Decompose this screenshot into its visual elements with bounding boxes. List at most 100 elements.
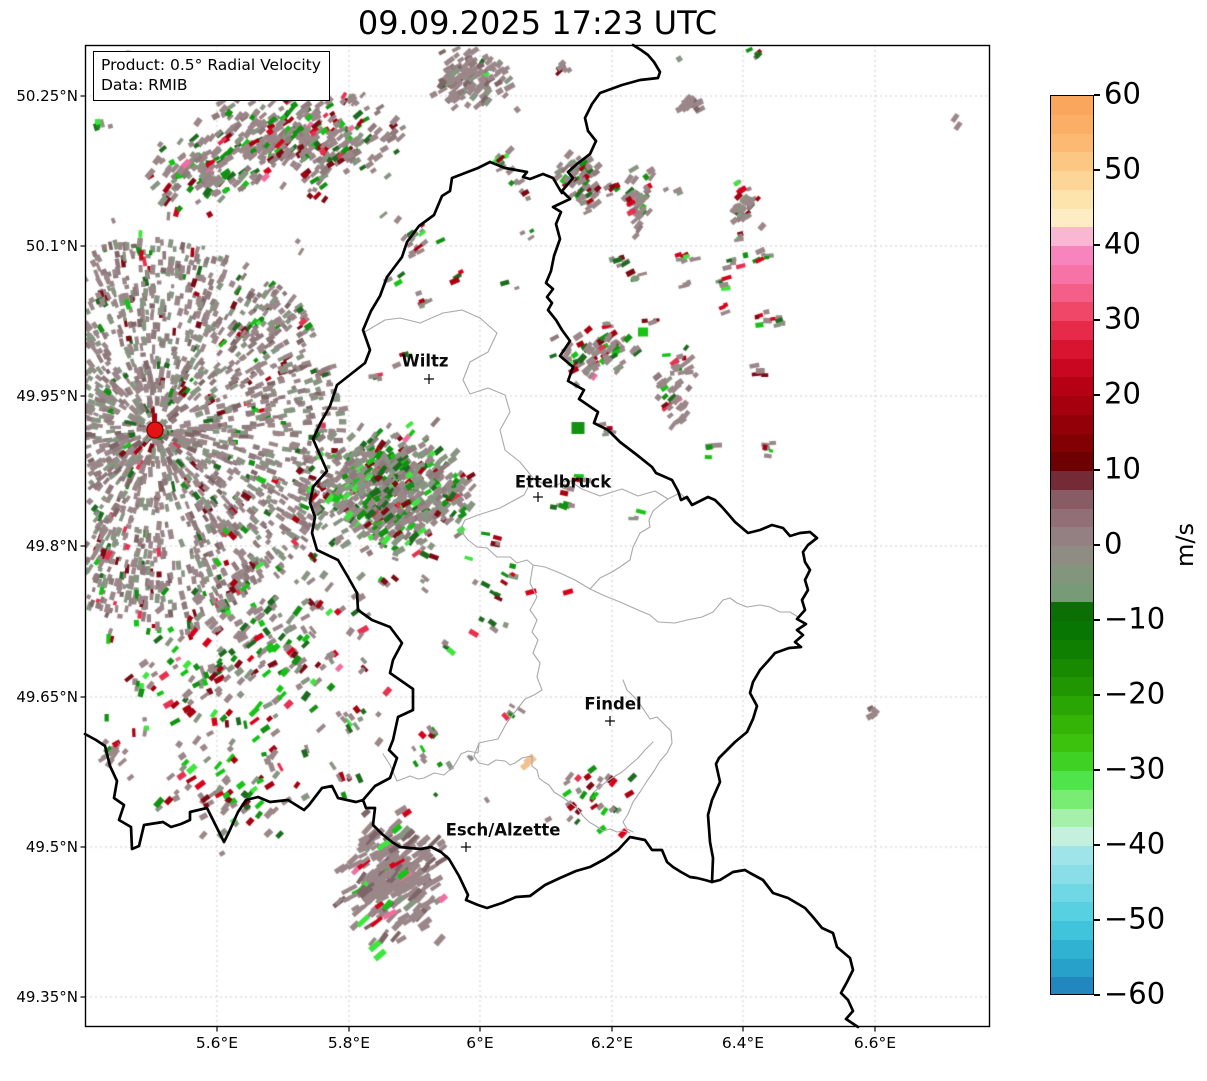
colorbar-band	[1051, 846, 1093, 865]
data-source-line: Data: RMIB	[101, 76, 188, 95]
colorbar-tick-label: 10	[1104, 451, 1141, 486]
city-label-wiltz: Wiltz	[401, 351, 449, 371]
colorbar-band	[1051, 114, 1093, 134]
x-tick-label: 5.6°E	[195, 1034, 239, 1052]
y-tick-label: 50.25°N	[16, 87, 78, 105]
colorbar-band	[1051, 733, 1093, 753]
y-tick-label: 49.35°N	[16, 988, 78, 1006]
colorbar-band	[1051, 321, 1093, 340]
colorbar-band	[1051, 546, 1093, 565]
colorbar-band	[1051, 808, 1093, 828]
colorbar-tick-mark	[1094, 244, 1100, 246]
colorbar-band	[1051, 977, 1093, 994]
colorbar-tick-mark	[1094, 544, 1100, 546]
colorbar-tick-label: −60	[1104, 976, 1166, 1011]
colorbar-band	[1051, 96, 1093, 115]
x-tick-label: 6°E	[466, 1034, 494, 1052]
colorbar-band	[1051, 921, 1093, 940]
colorbar-band	[1051, 377, 1093, 396]
colorbar-tick-label: −40	[1104, 826, 1166, 861]
colorbar-tick-mark	[1094, 94, 1100, 96]
colorbar-tick-mark	[1094, 169, 1100, 171]
colorbar-tick-label: 0	[1104, 526, 1123, 561]
colorbar-tick-mark	[1094, 619, 1100, 621]
colorbar-band	[1051, 358, 1093, 378]
figure-title: 09.09.2025 17:23 UTC	[357, 4, 718, 42]
colorbar-band	[1051, 152, 1093, 171]
x-tick-label: 6.6°E	[853, 1034, 897, 1052]
city-label-ettelbruck: Ettelbruck	[514, 472, 612, 492]
colorbar-band	[1051, 264, 1093, 284]
colorbar-band	[1051, 771, 1093, 790]
colorbar-band	[1051, 714, 1093, 734]
city-label-esch-alzette: Esch/Alzette	[445, 820, 561, 840]
colorbar-band	[1051, 471, 1093, 490]
y-tick-label: 49.95°N	[16, 387, 78, 405]
colorbar-band	[1051, 677, 1093, 696]
colorbar-tick-label: −30	[1104, 751, 1166, 786]
colorbar-band	[1051, 208, 1093, 228]
colorbar-unit-label: m/s	[1171, 523, 1199, 567]
colorbar-band	[1051, 696, 1093, 715]
x-tick-label: 6.2°E	[590, 1034, 634, 1052]
colorbar-band	[1051, 414, 1093, 434]
colorbar-band	[1051, 489, 1093, 509]
colorbar-tick-label: −50	[1104, 901, 1166, 936]
colorbar-tick-label: 20	[1104, 376, 1141, 411]
colorbar-band	[1051, 827, 1093, 846]
colorbar-band	[1051, 602, 1093, 621]
y-tick-label: 50.1°N	[25, 237, 78, 255]
colorbar-tick-label: 60	[1104, 76, 1141, 111]
colorbar-band	[1051, 939, 1093, 959]
colorbar-band	[1051, 789, 1093, 809]
colorbar-band	[1051, 527, 1093, 546]
product-line: Product: 0.5° Radial Velocity	[101, 56, 321, 74]
colorbar-tick-mark	[1094, 769, 1100, 771]
colorbar-band	[1051, 583, 1093, 603]
colorbar-tick-mark	[1094, 694, 1100, 696]
colorbar-band	[1051, 564, 1093, 584]
colorbar-band	[1051, 283, 1093, 303]
colorbar-band	[1051, 133, 1093, 153]
map-plot: Product: 0.5° Radial Velocity Data: RMIB…	[80, 43, 991, 1032]
colorbar-band	[1051, 902, 1093, 921]
colorbar-tick-label: 30	[1104, 301, 1141, 336]
colorbar-tick-label: −20	[1104, 676, 1166, 711]
colorbar-tick-label: −10	[1104, 601, 1166, 636]
colorbar-band	[1051, 883, 1093, 903]
y-tick-label: 49.65°N	[16, 688, 78, 706]
colorbar-band	[1051, 189, 1093, 209]
colorbar-band	[1051, 246, 1093, 265]
colorbar-tick-mark	[1094, 919, 1100, 921]
colorbar-band	[1051, 639, 1093, 659]
colorbar-band	[1051, 396, 1093, 415]
colorbar-band	[1051, 433, 1093, 453]
colorbar-band	[1051, 171, 1093, 190]
city-label-findel: Findel	[584, 694, 642, 714]
colorbar-tick-mark	[1094, 469, 1100, 471]
colorbar-band	[1051, 302, 1093, 321]
colorbar	[1050, 95, 1094, 995]
colorbar-band	[1051, 339, 1093, 359]
colorbar-band	[1051, 658, 1093, 678]
y-tick-label: 49.8°N	[25, 537, 78, 555]
y-tick-label: 49.5°N	[25, 838, 78, 856]
colorbar-tick-mark	[1094, 394, 1100, 396]
x-tick-label: 6.4°E	[721, 1034, 765, 1052]
colorbar-tick-mark	[1094, 844, 1100, 846]
colorbar-tick-label: 50	[1104, 151, 1141, 186]
colorbar-band	[1051, 752, 1093, 771]
colorbar-band	[1051, 508, 1093, 528]
colorbar-band	[1051, 621, 1093, 640]
radar-velocity-field	[85, 45, 990, 1027]
colorbar-band	[1051, 864, 1093, 884]
colorbar-band	[1051, 452, 1093, 471]
colorbar-tick-label: 40	[1104, 226, 1141, 261]
x-tick-label: 5.8°E	[327, 1034, 371, 1052]
colorbar-band	[1051, 227, 1093, 246]
colorbar-tick-mark	[1094, 994, 1100, 996]
colorbar-band	[1051, 958, 1093, 978]
colorbar-tick-mark	[1094, 319, 1100, 321]
product-annotation-box: Product: 0.5° Radial Velocity Data: RMIB	[93, 51, 330, 101]
